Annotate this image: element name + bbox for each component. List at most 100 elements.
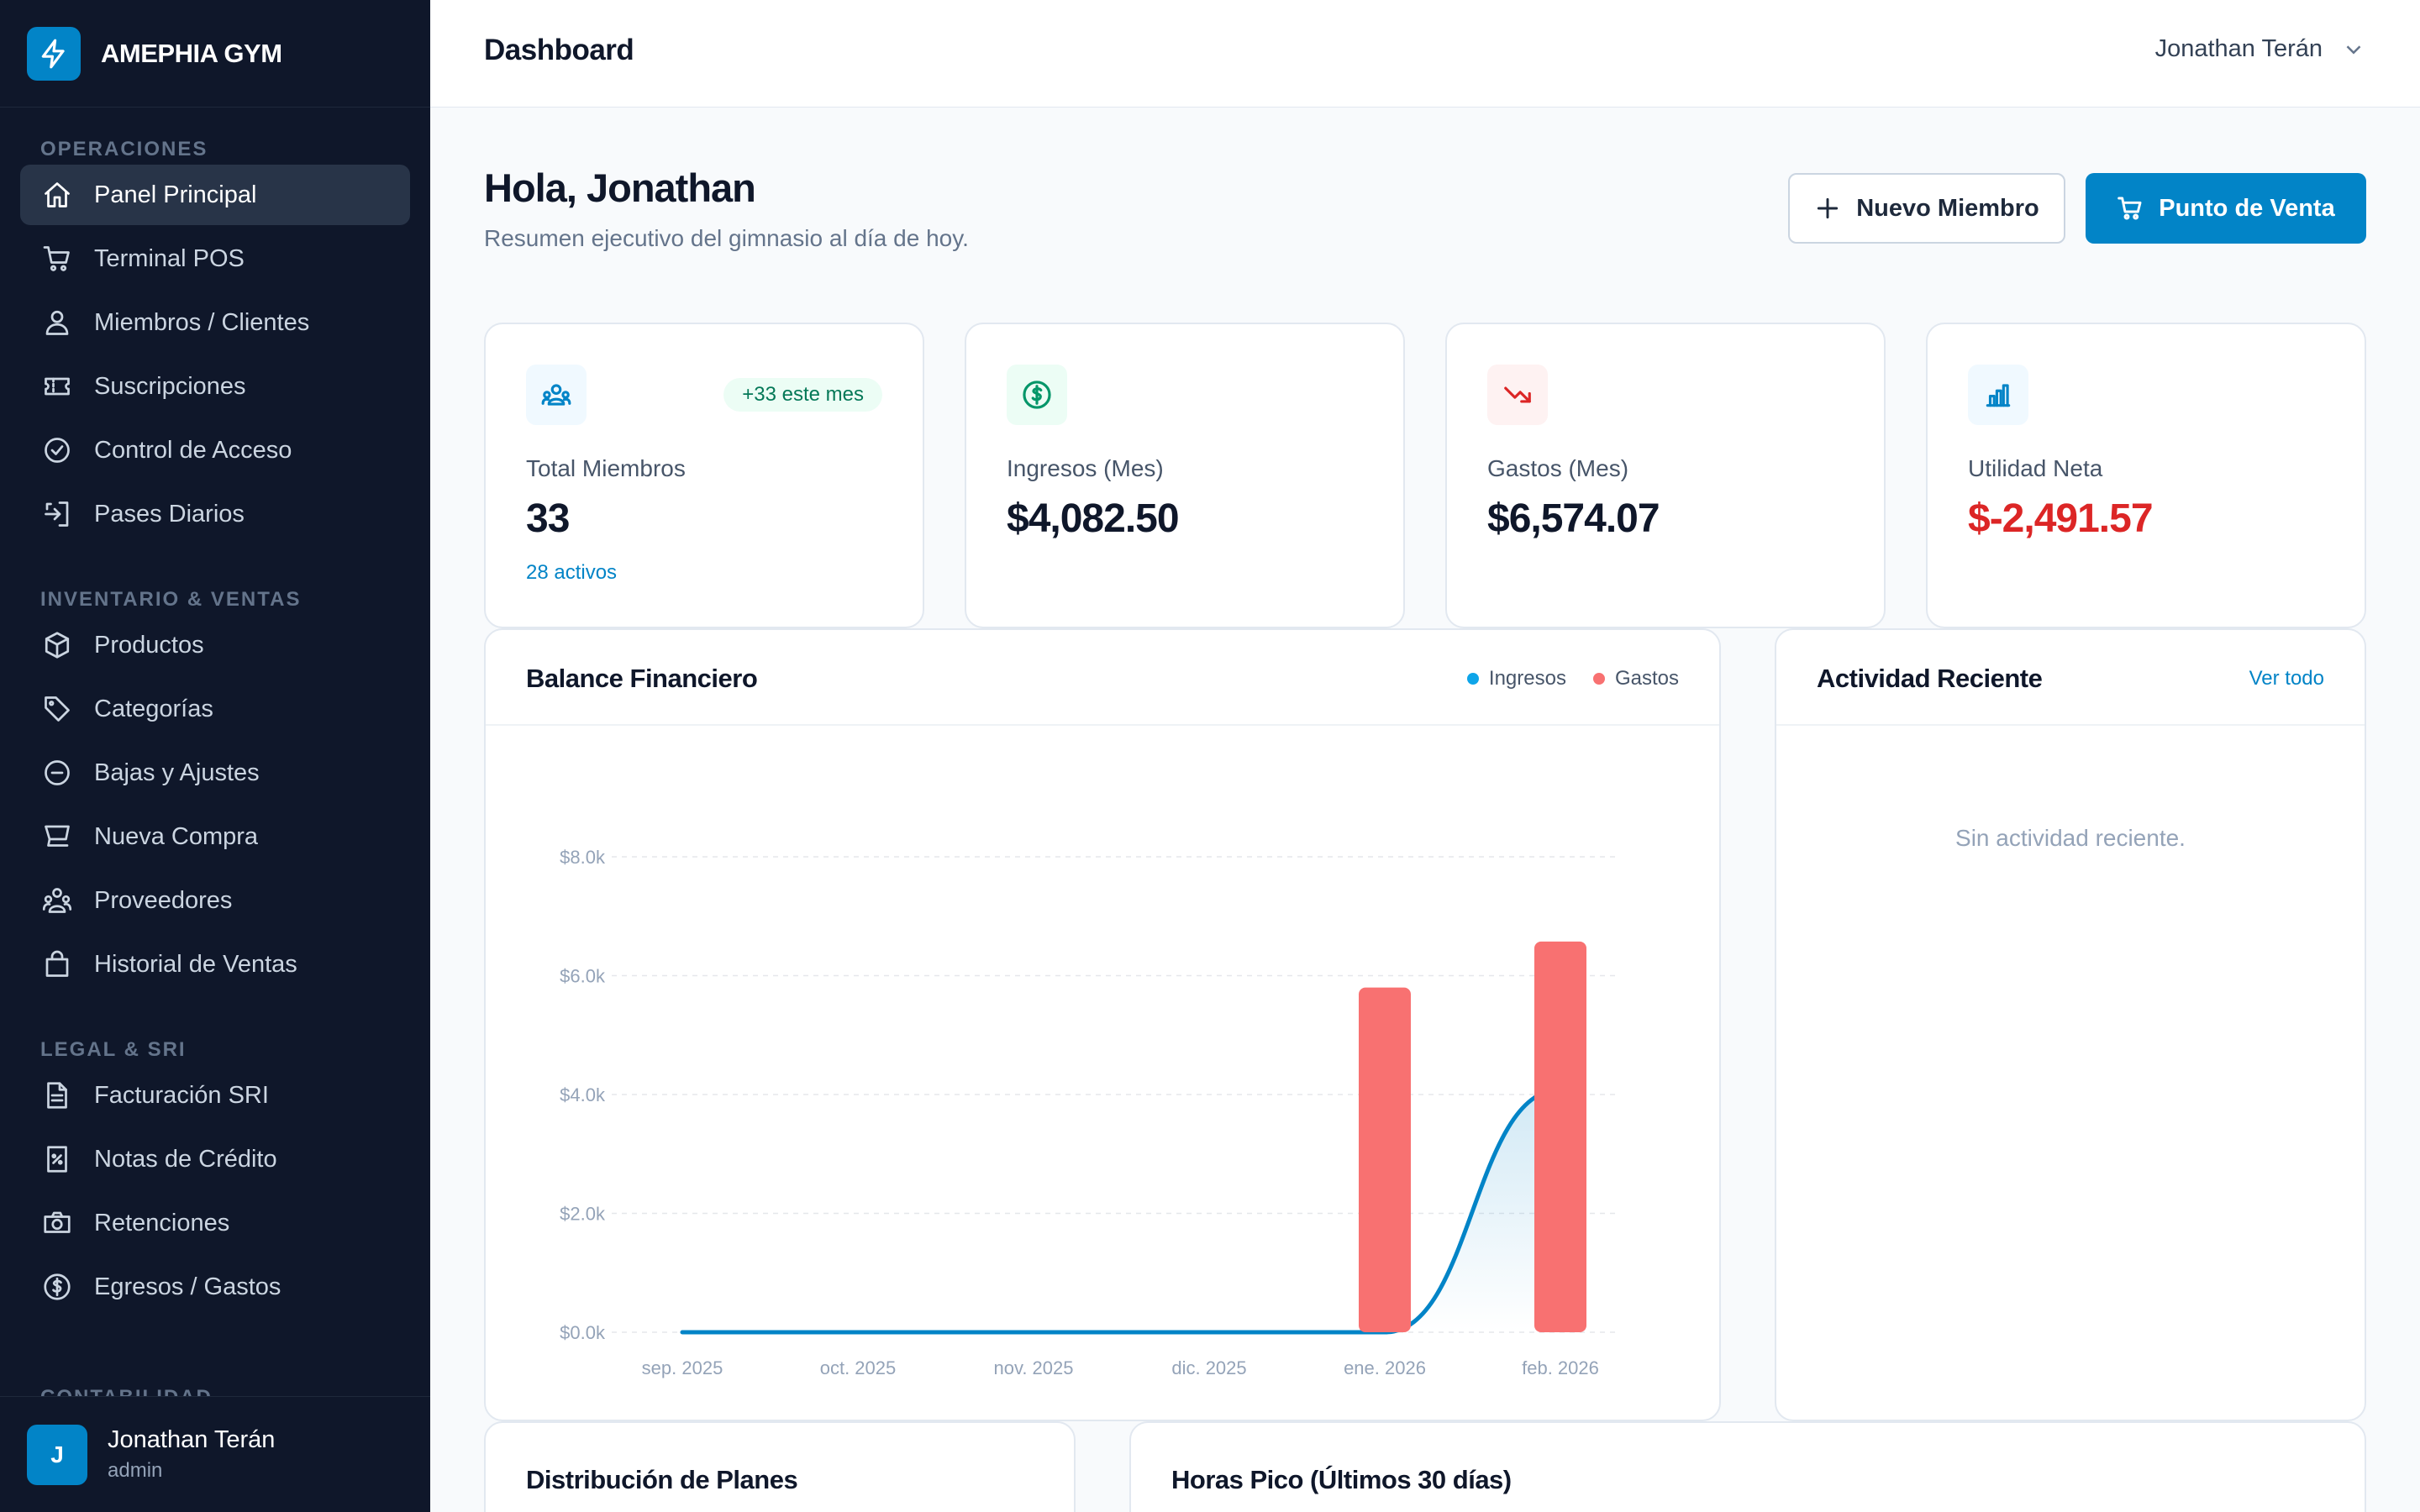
tag-icon bbox=[40, 692, 74, 726]
chevron-down-icon bbox=[2346, 45, 2361, 55]
home-icon bbox=[40, 178, 74, 212]
sidebar-item-nueva-compra[interactable]: Nueva Compra bbox=[20, 806, 410, 867]
y-tick-label: $4.0k bbox=[560, 1084, 606, 1105]
sidebar-user-name: Jonathan Terán bbox=[108, 1426, 276, 1453]
sidebar-item-miembros[interactable]: Miembros / Clientes bbox=[20, 292, 410, 353]
supplier-icon bbox=[40, 884, 74, 917]
sidebar-item-historial-ventas[interactable]: Historial de Ventas bbox=[20, 934, 410, 995]
y-tick-label: $8.0k bbox=[560, 847, 606, 868]
sidebar-item-egresos[interactable]: Egresos / Gastos bbox=[20, 1257, 410, 1317]
panel-title: Actividad Reciente bbox=[1817, 664, 2043, 693]
pos-label: Punto de Venta bbox=[2159, 194, 2335, 222]
sidebar-item-label: Proveedores bbox=[94, 886, 233, 914]
sidebar-item-proveedores[interactable]: Proveedores bbox=[20, 870, 410, 931]
section-operaciones: OPERACIONES bbox=[40, 138, 208, 160]
stat-value: 33 bbox=[526, 496, 570, 541]
sidebar-item-panel-principal[interactable]: Panel Principal bbox=[20, 165, 410, 225]
sidebar-item-retenciones[interactable]: Retenciones bbox=[20, 1193, 410, 1253]
sidebar-item-pases-diarios[interactable]: Pases Diarios bbox=[20, 484, 410, 544]
section-legal-sri: LEGAL & SRI bbox=[40, 1038, 187, 1061]
stat-label: Ingresos (Mes) bbox=[1007, 455, 1164, 481]
receipt-icon bbox=[40, 1142, 74, 1176]
sidebar-item-label: Bajas y Ajustes bbox=[94, 759, 260, 786]
x-tick-label: ene. 2026 bbox=[1344, 1357, 1426, 1378]
sidebar-user-role: admin bbox=[108, 1459, 163, 1482]
users-icon bbox=[40, 306, 74, 339]
sidebar-item-bajas-ajustes[interactable]: Bajas y Ajustes bbox=[20, 743, 410, 803]
sidebar-item-productos[interactable]: Productos bbox=[20, 615, 410, 675]
sidebar-item-label: Categorías bbox=[94, 695, 213, 722]
section-inventario: INVENTARIO & VENTAS bbox=[40, 588, 302, 611]
sidebar-item-terminal-pos[interactable]: Terminal POS bbox=[20, 228, 410, 289]
users-icon bbox=[526, 365, 587, 425]
view-all-link[interactable]: Ver todo bbox=[2249, 667, 2324, 690]
sidebar-user[interactable]: J Jonathan Terán admin bbox=[0, 1396, 430, 1512]
user-menu[interactable]: Jonathan Terán bbox=[2155, 35, 2366, 63]
active-members-link[interactable]: 28 activos bbox=[526, 561, 618, 584]
greeting-subtitle: Resumen ejecutivo del gimnasio al día de… bbox=[484, 225, 969, 251]
stat-card-members: +33 este mes Total Miembros 33 28 activo… bbox=[484, 323, 924, 628]
x-tick-label: sep. 2025 bbox=[642, 1357, 723, 1378]
topbar: Dashboard Jonathan Terán bbox=[430, 0, 2420, 108]
sidebar-item-label: Egresos / Gastos bbox=[94, 1273, 281, 1300]
panel-header: Actividad Reciente Ver todo bbox=[1776, 630, 2365, 726]
new-member-label: Nuevo Miembro bbox=[1856, 194, 2039, 222]
brand[interactable]: AMEPHIA GYM bbox=[0, 0, 430, 108]
minus-circle-icon bbox=[40, 756, 74, 790]
panel-title: Distribución de Planes bbox=[526, 1465, 798, 1494]
pos-button[interactable]: Punto de Venta bbox=[2086, 173, 2366, 244]
sidebar-item-categorias[interactable]: Categorías bbox=[20, 679, 410, 739]
stat-label: Utilidad Neta bbox=[1968, 455, 2103, 481]
sidebar-item-label: Productos bbox=[94, 631, 204, 659]
stat-card-expenses: Gastos (Mes) $6,574.07 bbox=[1445, 323, 1886, 628]
x-tick-label: nov. 2025 bbox=[993, 1357, 1073, 1378]
chart-legend: Ingresos Gastos bbox=[1466, 667, 1679, 690]
expense-bar bbox=[1359, 987, 1411, 1332]
bolt-logo-icon bbox=[27, 26, 81, 81]
sidebar-item-label: Historial de Ventas bbox=[94, 950, 297, 978]
x-tick-label: feb. 2026 bbox=[1522, 1357, 1599, 1378]
sidebar-item-label: Retenciones bbox=[94, 1209, 230, 1236]
page-title: Dashboard bbox=[484, 34, 634, 66]
legend-dot-income bbox=[1466, 673, 1479, 685]
sidebar-item-label: Panel Principal bbox=[94, 181, 257, 208]
dollar-circle-icon bbox=[40, 1270, 74, 1304]
plus-icon bbox=[1818, 197, 1839, 219]
peak-hours-panel: Horas Pico (Últimos 30 días) bbox=[1129, 1421, 2366, 1512]
sidebar-item-notas-credito[interactable]: Notas de Crédito bbox=[20, 1129, 410, 1189]
trending-down-icon bbox=[1487, 365, 1548, 425]
bar-chart-icon bbox=[1968, 365, 2028, 425]
panel-title: Balance Financiero bbox=[526, 664, 758, 693]
balance-chart: $0.0k $2.0k $4.0k $6.0k $8.0k sep. 2025 oct. 2… bbox=[560, 847, 1620, 1378]
plans-panel: Distribución de Planes bbox=[484, 1421, 1076, 1512]
cart-icon bbox=[40, 242, 74, 276]
stat-value: $-2,491.57 bbox=[1968, 496, 2154, 541]
legend-income: Ingresos bbox=[1488, 667, 1566, 690]
new-member-button[interactable]: Nuevo Miembro bbox=[1788, 173, 2065, 244]
stat-value: $4,082.50 bbox=[1007, 496, 1180, 541]
greeting: Hola, Jonathan bbox=[484, 165, 756, 210]
user-menu-name: Jonathan Terán bbox=[2154, 35, 2323, 62]
door-enter-icon bbox=[40, 497, 74, 531]
sidebar-item-label: Suscripciones bbox=[94, 372, 246, 400]
sidebar: AMEPHIA GYM OPERACIONES Panel Principal … bbox=[0, 0, 430, 1512]
x-tick-label: oct. 2025 bbox=[820, 1357, 897, 1378]
sidebar-item-control-acceso[interactable]: Control de Acceso bbox=[20, 420, 410, 480]
sidebar-item-label: Facturación SRI bbox=[94, 1081, 269, 1109]
avatar: J bbox=[27, 1424, 87, 1485]
empty-activity-message: Sin actividad reciente. bbox=[1955, 825, 2186, 851]
document-icon bbox=[40, 1079, 74, 1112]
stat-label: Total Miembros bbox=[526, 455, 686, 481]
sidebar-item-suscripciones[interactable]: Suscripciones bbox=[20, 356, 410, 417]
sidebar-item-label: Pases Diarios bbox=[94, 500, 245, 528]
sidebar-item-label: Nueva Compra bbox=[94, 822, 259, 850]
stat-card-income: Ingresos (Mes) $4,082.50 bbox=[965, 323, 1405, 628]
income-area bbox=[682, 1089, 1560, 1332]
check-circle-icon bbox=[40, 433, 74, 467]
sidebar-item-label: Miembros / Clientes bbox=[94, 308, 310, 336]
x-tick-label: dic. 2025 bbox=[1171, 1357, 1246, 1378]
sidebar-item-facturacion-sri[interactable]: Facturación SRI bbox=[20, 1065, 410, 1126]
balance-panel: Balance Financiero Ingresos Gastos $0.0k… bbox=[484, 628, 1721, 1421]
box-icon bbox=[40, 628, 74, 662]
income-line bbox=[680, 1087, 1563, 1335]
